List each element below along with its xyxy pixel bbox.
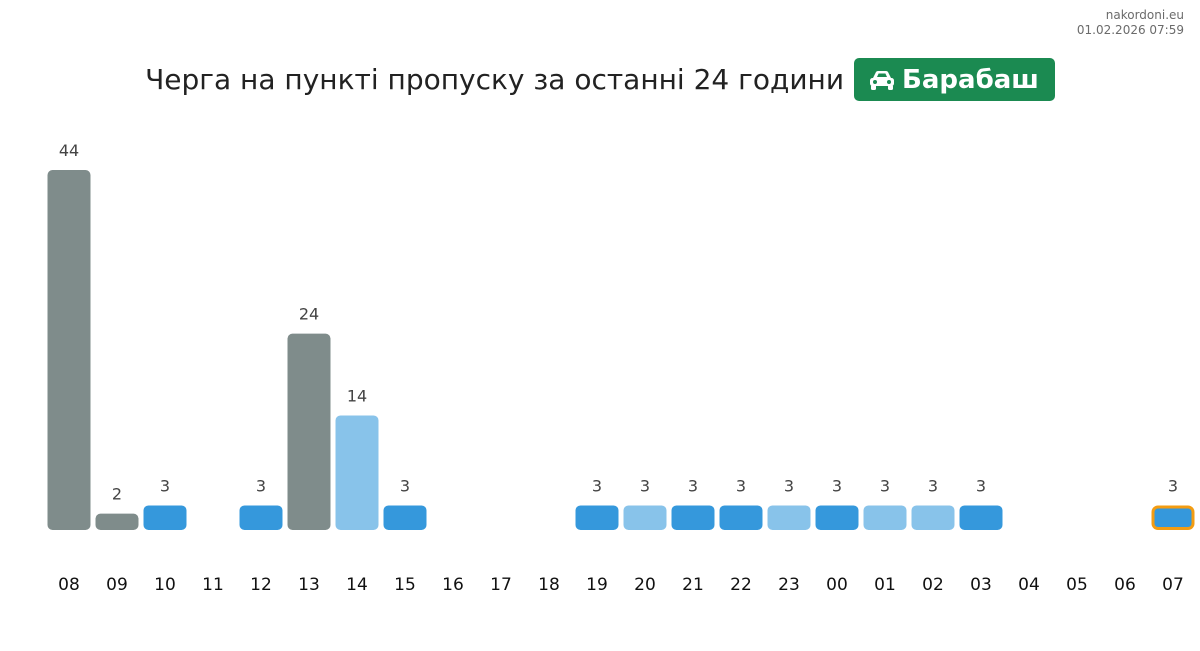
hour-label: 16 bbox=[442, 575, 464, 595]
bar-value-label: 14 bbox=[347, 386, 367, 405]
bar bbox=[767, 505, 811, 530]
bar-value-label: 2 bbox=[112, 485, 122, 504]
hour-label: 10 bbox=[154, 575, 176, 595]
bar bbox=[623, 505, 667, 530]
hour-label: 15 bbox=[394, 575, 416, 595]
bar bbox=[239, 505, 283, 530]
bar bbox=[671, 505, 715, 530]
hour-label: 19 bbox=[586, 575, 608, 595]
bar-value-label: 3 bbox=[880, 476, 890, 495]
hour-label: 14 bbox=[346, 575, 368, 595]
bar-current-hour bbox=[1151, 505, 1195, 531]
bar-value-label: 3 bbox=[256, 476, 266, 495]
bar-value-label: 3 bbox=[400, 476, 410, 495]
hour-label: 23 bbox=[778, 575, 800, 595]
bar-value-label: 3 bbox=[736, 476, 746, 495]
hour-label: 09 bbox=[106, 575, 128, 595]
hour-label: 00 bbox=[826, 575, 848, 595]
bar-value-label: 3 bbox=[1168, 476, 1178, 495]
car-icon bbox=[870, 70, 895, 90]
bar-value-label: 3 bbox=[592, 476, 602, 495]
bar bbox=[719, 505, 763, 530]
hour-label: 20 bbox=[634, 575, 656, 595]
bar bbox=[959, 505, 1003, 530]
bar bbox=[575, 505, 619, 530]
hour-label: 17 bbox=[490, 575, 512, 595]
hour-label: 22 bbox=[730, 575, 752, 595]
hour-label: 05 bbox=[1066, 575, 1088, 595]
hour-label: 01 bbox=[874, 575, 896, 595]
bar bbox=[47, 170, 91, 530]
source-credit: nakordoni.eu 01.02.2026 07:59 bbox=[1077, 8, 1184, 38]
hour-label: 12 bbox=[250, 575, 272, 595]
bar bbox=[383, 505, 427, 530]
checkpoint-name: Барабаш bbox=[902, 64, 1039, 95]
bar-value-label: 3 bbox=[976, 476, 986, 495]
hour-label: 03 bbox=[970, 575, 992, 595]
bar bbox=[335, 415, 379, 530]
source-site: nakordoni.eu bbox=[1105, 8, 1184, 22]
hour-label: 06 bbox=[1114, 575, 1136, 595]
bar bbox=[863, 505, 907, 530]
bar-value-label: 3 bbox=[160, 476, 170, 495]
bar bbox=[911, 505, 955, 530]
hour-label: 07 bbox=[1162, 575, 1184, 595]
chart-title: Черга на пункті пропуску за останні 24 г… bbox=[145, 63, 845, 96]
hour-label: 04 bbox=[1018, 575, 1040, 595]
bar-value-label: 3 bbox=[832, 476, 842, 495]
hour-label: 13 bbox=[298, 575, 320, 595]
chart-header: Черга на пункті пропуску за останні 24 г… bbox=[0, 58, 1200, 101]
bar bbox=[95, 513, 139, 530]
bar-value-label: 3 bbox=[640, 476, 650, 495]
bar bbox=[143, 505, 187, 530]
bar-value-label: 3 bbox=[688, 476, 698, 495]
bar bbox=[287, 333, 331, 530]
hour-label: 08 bbox=[58, 575, 80, 595]
bar-value-label: 3 bbox=[928, 476, 938, 495]
hour-label: 18 bbox=[538, 575, 560, 595]
bar-value-label: 24 bbox=[299, 305, 319, 324]
hour-label: 02 bbox=[922, 575, 944, 595]
hour-label: 21 bbox=[682, 575, 704, 595]
hour-label: 11 bbox=[202, 575, 224, 595]
bar bbox=[815, 505, 859, 530]
bar-value-label: 3 bbox=[784, 476, 794, 495]
source-datetime: 01.02.2026 07:59 bbox=[1076, 23, 1184, 37]
checkpoint-badge: Барабаш bbox=[854, 58, 1055, 101]
bar-value-label: 44 bbox=[59, 141, 79, 160]
